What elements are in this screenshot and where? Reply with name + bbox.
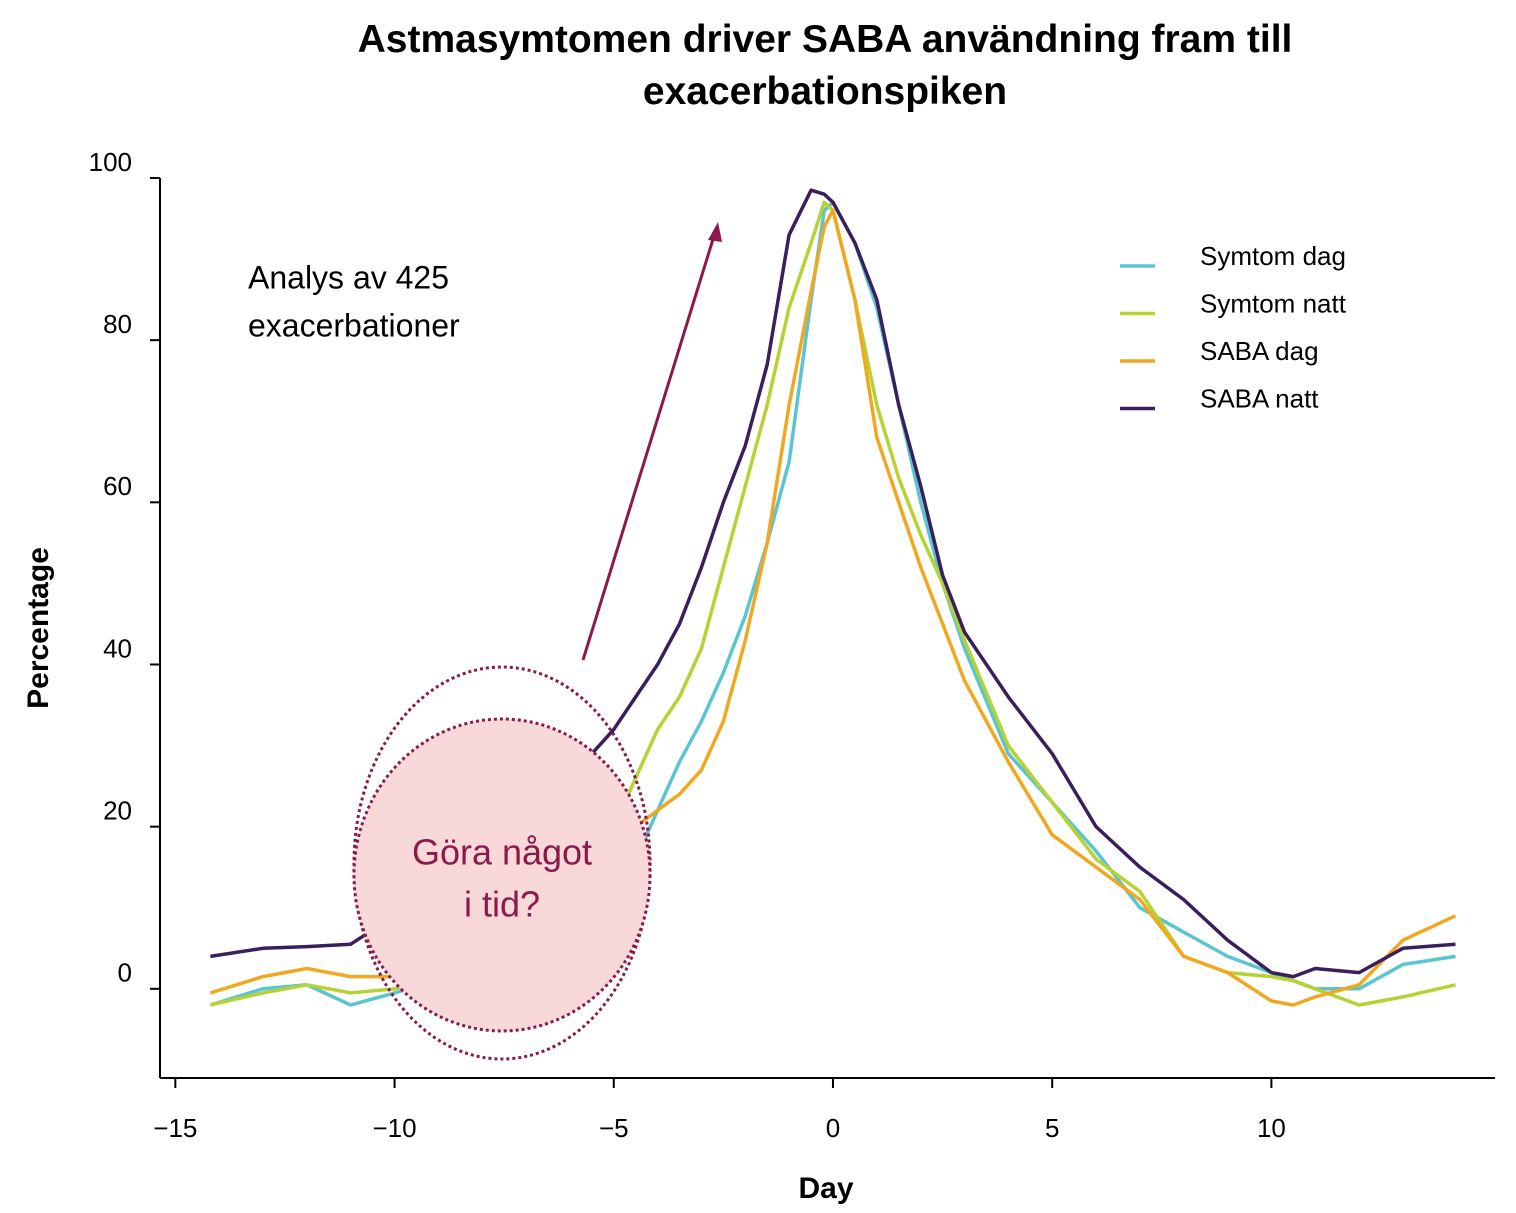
axes: 0 20 40 60 80 100 −15 −10 −5 0 5 10 <box>89 147 1495 1143</box>
arrow-line <box>581 235 716 661</box>
y-axis-label: Percentage <box>22 547 55 709</box>
x-tick-label: −15 <box>153 1113 197 1143</box>
legend-label: Symtom dag <box>1200 241 1346 271</box>
x-tick-label: 5 <box>1045 1113 1059 1143</box>
x-axis-label: Day <box>798 1172 853 1205</box>
x-tick-label: 10 <box>1257 1113 1286 1143</box>
legend-label: Symtom natt <box>1200 288 1347 318</box>
y-tick-label: 80 <box>103 309 132 339</box>
annotation: exacerbationer <box>248 307 460 343</box>
callout-text: i tid? <box>464 884 540 925</box>
x-tick-label: 0 <box>826 1113 840 1143</box>
y-tick-label: 100 <box>89 147 132 177</box>
callout-circle <box>352 717 652 1033</box>
callout: Göra något i tid? <box>352 222 722 1061</box>
x-tick-label: −10 <box>373 1113 417 1143</box>
y-tick-label: 20 <box>103 796 132 826</box>
legend: Symtom dag Symtom natt SABA dag SABA natt <box>1120 241 1347 413</box>
x-tick-label: −5 <box>599 1113 629 1143</box>
callout-text: Göra något <box>412 832 592 873</box>
chart-title: Astmasymtomen driver SABA användning fra… <box>357 18 1293 113</box>
legend-label: SABA dag <box>1200 336 1319 366</box>
y-tick-label: 40 <box>103 633 132 663</box>
y-tick-label: 60 <box>103 471 132 501</box>
arrow-head <box>708 222 722 242</box>
y-tick-label: 0 <box>118 958 132 988</box>
legend-label: SABA natt <box>1200 383 1319 413</box>
annotation: Analys av 425 <box>248 259 449 295</box>
